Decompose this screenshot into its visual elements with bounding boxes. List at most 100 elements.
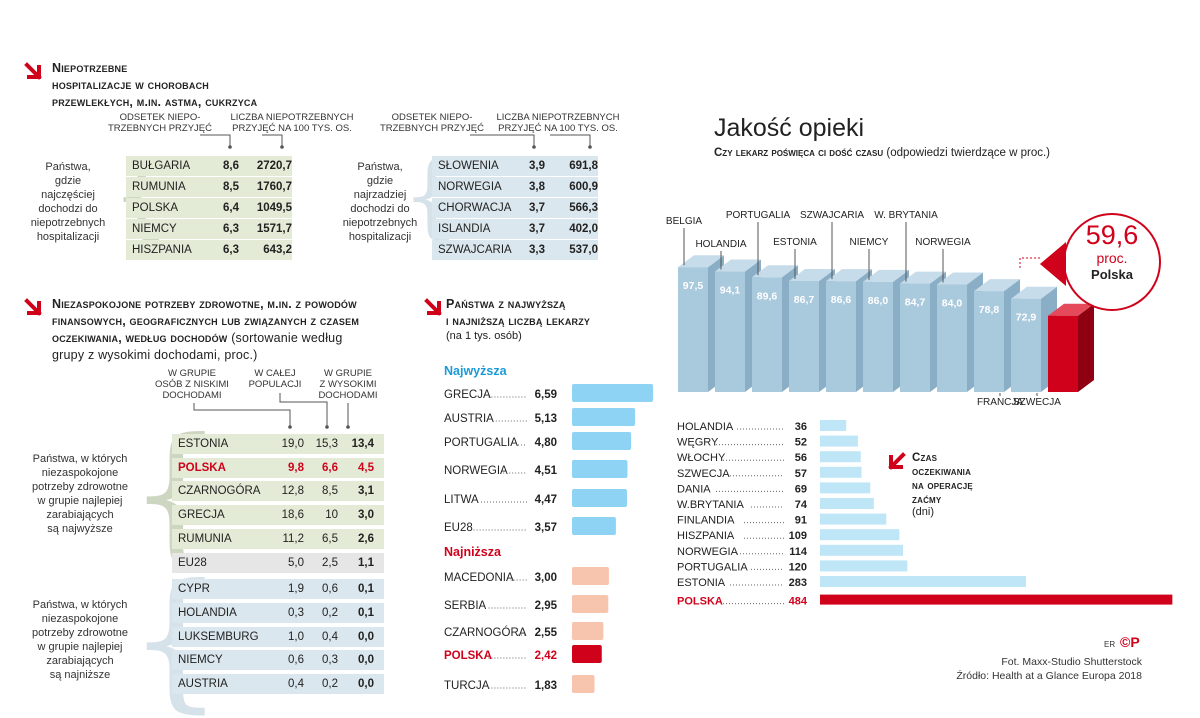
quality-bar [1048, 315, 1078, 392]
total-value: 0,6 [322, 583, 338, 596]
country-name: RUMUNIA [178, 532, 232, 545]
quality-bar [752, 277, 782, 392]
doctors-title: Państwa z najwyższą i najniższą liczbą l… [446, 297, 591, 328]
doctors-value-label: 4,80 [535, 437, 557, 449]
quality-value-label: 84,0 [942, 297, 963, 309]
low-income-value: 19,0 [281, 438, 304, 450]
callout-country: Polska [1091, 267, 1133, 282]
wait-value-label: 74 [795, 499, 808, 511]
quality-bar-top [1011, 286, 1057, 299]
unmet-row: GRECJA 18,6 10 3,0 [172, 505, 384, 526]
quality-bar [826, 281, 856, 392]
quality-category-label: PORTUGALIA [726, 210, 791, 221]
high-income-value: 4,5 [358, 461, 374, 474]
country-name: NIEMCY [132, 223, 177, 235]
quality-category-label: ESTONIA [773, 237, 817, 248]
quality-category-label: NIEMCY [850, 237, 889, 248]
quality-subtitle: Czy lekarz poświęca ci dość czasu (odpow… [714, 147, 1050, 159]
country-name: HOLANDIA [178, 606, 237, 619]
hosp-header-connectors [200, 134, 592, 149]
quality-bar-top [937, 272, 983, 285]
author-mark: ER [1104, 640, 1116, 649]
country-name: POLSKA [132, 202, 179, 214]
doctors-category-label: EU28 [444, 522, 473, 534]
doctors-category-label: TURCJA [444, 680, 490, 692]
hosp-right-row: NORWEGIA 3,8 600,9 [432, 177, 598, 197]
hosp-left-row: RUMUNIA 8,5 1760,7 [126, 177, 292, 197]
unmet-col1-header: W GRUPIE OSÓB Z NISKIMI DOCHODAMI [155, 368, 229, 401]
quality-category-label: NORWEGIA [915, 237, 971, 248]
country-name: RUMUNIA [132, 181, 186, 193]
unmet-row: RUMUNIA 11,2 6,5 2,6 [172, 528, 384, 549]
wait-category-label: HISZPANIA [677, 530, 735, 542]
quality-bar [678, 267, 708, 392]
quality-bar-side [1078, 303, 1094, 392]
doctors-high-label: Najwyższa [444, 364, 507, 378]
high-income-value: 1,1 [358, 556, 374, 569]
wait-value-label: 120 [789, 561, 807, 573]
hosp-rate: 8,5 [223, 181, 239, 193]
hosp-col2-header-left: LICZBA NIEPOTRZEBNYCH PRZYJĘĆ NA 100 TYS.… [230, 112, 354, 134]
doctors-value-label: 2,55 [535, 627, 558, 639]
doctors-bar [572, 622, 604, 640]
wait-bar [820, 513, 887, 525]
doctors-low-label: Najniższa [444, 545, 501, 559]
hosp-right-row: ISLANDIA 3,7 402,0 [432, 219, 598, 239]
doctors-category-label: LITWA [444, 494, 479, 506]
country-name: POLSKA [178, 461, 226, 474]
wait-value-label: 109 [789, 530, 807, 542]
quality-bar [1011, 298, 1041, 392]
total-value: 10 [325, 509, 338, 522]
wait-bar [820, 529, 900, 541]
doctors-bar [572, 517, 616, 535]
low-income-value: 0,3 [288, 606, 304, 619]
low-income-value: 0,6 [288, 654, 304, 667]
quality-category-label: BELGIA [666, 216, 702, 227]
total-value: 15,3 [315, 438, 338, 450]
hosp-left-group-label: Państwa, gdzie najczęściej dochodzi do niep… [30, 161, 106, 243]
unmet-col2-header: W CAŁEJ POPULACJI [248, 368, 302, 390]
hosp-count: 1760,7 [256, 181, 292, 193]
doctors-value-label: 6,59 [535, 389, 557, 401]
quality-value-label: 86,6 [831, 294, 852, 306]
unmet-title: Niezaspokojone potrzeby zdrowotne, m.in.… [52, 297, 360, 362]
high-income-value: 3,1 [358, 485, 374, 498]
callout-value: 59,6 [1085, 220, 1139, 250]
doctors-bar [572, 595, 609, 613]
unmet-row: NIEMCY 0,6 0,3 0,0 [172, 650, 384, 671]
unmet-row: AUSTRIA 0,4 0,2 0,0 [172, 674, 384, 694]
wait-value-label: 484 [789, 596, 808, 608]
wait-category-label: WĘGRY [677, 437, 719, 449]
low-income-value: 5,0 [288, 556, 304, 569]
quality-category-label: SZWECJA [1013, 397, 1061, 408]
doctors-category-label: SERBIA [444, 600, 487, 612]
country-name: SZWAJCARIA [438, 244, 512, 256]
low-income-value: 1,9 [288, 583, 304, 596]
arrow-down-right-icon [24, 298, 42, 316]
low-income-value: 1,0 [288, 630, 304, 643]
hosp-rate: 6,4 [223, 202, 239, 214]
doctors-value-label: 1,83 [535, 680, 557, 692]
wait-category-label: NORWEGIA [677, 546, 739, 558]
hosp-right-group-label: Państwa, gdzie najrzadziej dochodzi do niep… [342, 161, 418, 243]
quality-bar-top [715, 259, 761, 272]
doctors-category-label: POLSKA [444, 650, 492, 662]
quality-category-label: FRANCJA [977, 397, 1023, 408]
wait-bar [820, 420, 847, 431]
quality-category-label: HOLANDIA [695, 239, 746, 250]
wait-category-label: DANIA [677, 483, 711, 495]
low-income-value: 12,8 [281, 485, 304, 498]
wait-value-label: 36 [795, 421, 807, 433]
quality-category-label: SZWAJCARIA [800, 210, 864, 221]
doctors-bar [572, 408, 636, 426]
quality-bar [715, 271, 745, 392]
wait-category-label: ESTONIA [677, 577, 726, 589]
total-value: 0,2 [322, 606, 338, 619]
high-income-value: 0,0 [358, 630, 374, 643]
wait-value-label: 283 [789, 577, 807, 589]
wait-title: Czas oczekiwania na operację zaćmy [912, 452, 973, 506]
doctors-value-label: 3,00 [535, 572, 557, 584]
hosp-count: 600,9 [569, 181, 598, 193]
arrow-down-right-icon [24, 62, 42, 80]
